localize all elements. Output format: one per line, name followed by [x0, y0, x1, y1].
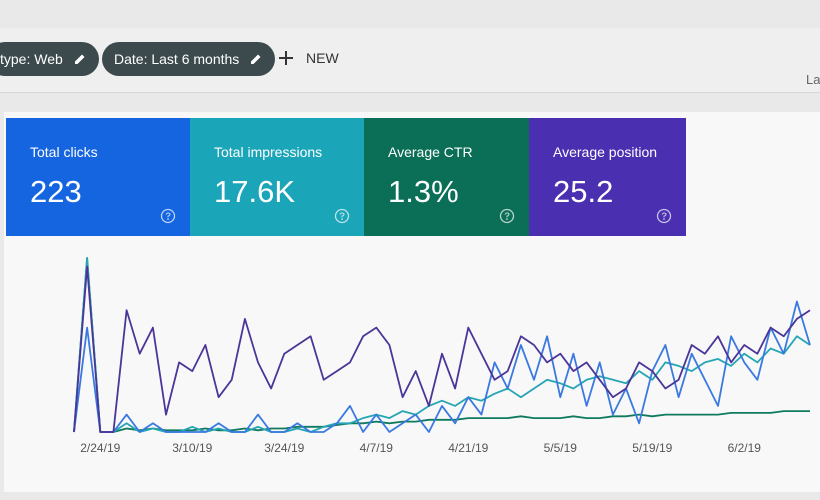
chip-label: Date: Last 6 months	[114, 51, 240, 67]
series-line	[73, 257, 810, 433]
toolbar: type: Web Date: Last 6 months NEW La	[0, 28, 820, 93]
metric-value: 1.3%	[388, 174, 459, 209]
metric-label: Average CTR	[388, 144, 473, 160]
x-tick-label: 3/24/19	[264, 441, 304, 455]
help-icon[interactable]	[160, 208, 176, 224]
chart: 2/24/19 3/10/19 3/24/19 4/7/19 4/21/19 5/5/19…	[73, 257, 811, 455]
new-button[interactable]: NEW	[278, 50, 339, 66]
filter-chip[interactable]: Date: Last 6 months	[102, 42, 276, 76]
filter-chip[interactable]: type: Web	[0, 42, 99, 76]
metric-label: Average position	[553, 144, 658, 160]
x-tick-label: 3/10/19	[172, 441, 212, 455]
metric-card[interactable]: Total clicks 223	[6, 118, 190, 236]
x-tick-label: 5/19/19	[632, 441, 672, 455]
help-icon[interactable]	[499, 208, 515, 224]
x-tick-label: 2/24/19	[80, 441, 120, 455]
metric-card[interactable]: Total impressions 17.6K	[190, 118, 364, 236]
metric-value: 223	[30, 174, 82, 209]
help-icon[interactable]	[334, 208, 350, 224]
corner-text: La	[806, 72, 820, 87]
metric-card[interactable]: Average CTR 1.3%	[364, 118, 529, 236]
new-label: NEW	[306, 50, 339, 66]
performance-panel: Total clicks 223 Total impressions 17.6K Ave…	[4, 112, 820, 492]
series-line	[73, 300, 811, 433]
metric-value: 17.6K	[214, 174, 296, 209]
x-tick-label: 4/21/19	[448, 441, 488, 455]
plus-icon	[279, 51, 293, 65]
x-tick-label: 5/5/19	[544, 441, 578, 455]
metric-label: Total clicks	[30, 144, 98, 160]
metric-label: Total impressions	[214, 144, 323, 160]
help-icon[interactable]	[656, 208, 672, 224]
metric-card[interactable]: Average position 25.2	[529, 118, 686, 236]
edit-icon	[251, 54, 261, 64]
series-line	[73, 265, 811, 433]
metric-value: 25.2	[553, 174, 614, 209]
edit-icon	[74, 54, 85, 64]
chip-label: type: Web	[0, 51, 63, 67]
x-tick-label: 6/2/19	[728, 441, 762, 455]
x-tick-label: 4/7/19	[360, 441, 394, 455]
